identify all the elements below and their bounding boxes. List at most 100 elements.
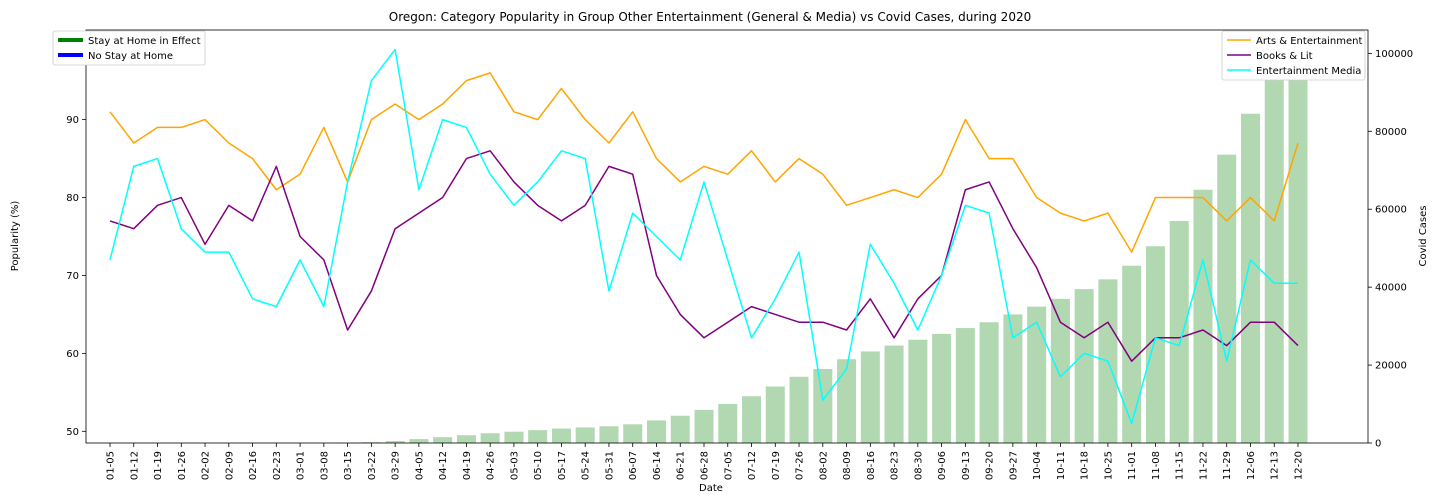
x-axis: 01-05 01-12 01-19 01-26 02-02 02-09 02-16 02-23…	[106, 443, 1305, 480]
covid-bar	[908, 339, 928, 443]
legend-label-no-stay-at-home: No Stay at Home	[88, 51, 173, 62]
y-tick-label: 80	[66, 193, 79, 204]
x-tick-label: 04-12	[438, 451, 449, 480]
covid-bar	[433, 437, 453, 443]
x-tick-label: 02-23	[272, 451, 283, 480]
x-tick-label: 03-22	[367, 451, 378, 480]
x-tick-label: 05-31	[604, 451, 615, 480]
legend-label-books: Books & Lit	[1256, 51, 1313, 62]
x-tick-label: 02-16	[248, 451, 259, 480]
covid-bar	[718, 404, 738, 443]
chart-title: Oregon: Category Popularity in Group Oth…	[389, 10, 1031, 24]
legend-box	[52, 30, 206, 66]
y2-axis-label: Covid Cases	[1418, 205, 1429, 266]
x-tick-label: 04-26	[486, 451, 497, 480]
covid-bar	[504, 431, 524, 443]
covid-bar	[1145, 246, 1165, 443]
x-tick-label: 06-14	[652, 451, 663, 480]
covid-bar	[409, 439, 429, 443]
covid-bar	[1240, 113, 1260, 444]
legend-box	[1221, 30, 1366, 81]
series-line-2	[109, 48, 1298, 425]
y-tick-label: 90	[66, 115, 79, 126]
covid-bar	[1050, 298, 1070, 443]
x-tick-label: 01-05	[106, 451, 117, 480]
x-tick-label: 05-10	[533, 451, 544, 480]
covid-bar	[742, 396, 762, 443]
covid-bar	[456, 435, 476, 443]
x-tick-label: 04-05	[414, 451, 425, 480]
covid-bar	[599, 426, 619, 443]
x-tick-label: 12-06	[1246, 451, 1257, 480]
covid-bar	[1288, 43, 1308, 443]
covid-bar	[860, 351, 880, 443]
x-tick-label: 08-09	[842, 451, 853, 480]
y-tick-label: 50	[66, 427, 79, 438]
covid-bar	[1122, 265, 1142, 443]
covid-bar	[884, 345, 904, 443]
covid-bar	[1264, 78, 1284, 443]
x-tick-label: 10-25	[1103, 451, 1114, 480]
x-tick-label: 09-06	[937, 451, 948, 480]
x-tick-label: 11-22	[1198, 451, 1209, 480]
covid-bar	[813, 368, 833, 443]
x-tick-label: 11-08	[1151, 451, 1162, 480]
x-tick-label: 02-09	[224, 451, 235, 480]
covid-bar	[623, 424, 643, 443]
series-line-1	[109, 150, 1299, 362]
covid-bar	[932, 333, 952, 443]
y2-tick-label: 20000	[1375, 361, 1407, 372]
covid-bar	[955, 328, 975, 443]
legend-label-entertainment-media: Entertainment Media	[1256, 66, 1361, 77]
x-tick-label: 10-18	[1080, 451, 1091, 480]
x-tick-label: 10-04	[1032, 451, 1043, 480]
series-line-0	[109, 72, 1299, 253]
x-tick-label: 12-20	[1294, 451, 1305, 480]
covid-bar	[979, 322, 999, 443]
x-tick-label: 04-19	[462, 451, 473, 480]
x-tick-label: 08-30	[913, 451, 924, 480]
x-tick-label: 01-19	[153, 451, 164, 480]
x-tick-label: 07-26	[795, 451, 806, 480]
x-tick-label: 09-20	[985, 451, 996, 480]
x-tick-label: 08-16	[866, 451, 877, 480]
covid-bar	[480, 433, 500, 443]
y-axis-left: 5060708090100	[60, 37, 86, 438]
x-tick-label: 09-13	[961, 451, 972, 480]
plot-frame	[85, 29, 1369, 444]
x-tick-label: 11-01	[1127, 451, 1138, 480]
x-tick-label: 03-01	[296, 451, 307, 480]
y-axis-right: 0 20000 40000 60000 80000 100000	[1368, 49, 1413, 450]
covid-bar	[575, 427, 595, 443]
covid-bar	[528, 430, 548, 443]
covid-bar	[1027, 306, 1047, 443]
x-tick-label: 07-12	[747, 451, 758, 480]
x-tick-label: 11-29	[1222, 451, 1233, 480]
covid-bar	[1217, 154, 1237, 443]
covid-bar	[551, 428, 571, 443]
x-tick-label: 12-13	[1270, 451, 1281, 480]
x-tick-label: 06-28	[700, 451, 711, 480]
covid-bar	[646, 420, 666, 443]
x-tick-label: 08-23	[890, 451, 901, 480]
x-tick-label: 09-27	[1008, 451, 1019, 480]
covid-bar	[837, 359, 857, 443]
x-tick-label: 05-17	[557, 451, 568, 480]
covid-bar	[670, 415, 690, 443]
covid-bar	[1193, 189, 1213, 443]
x-tick-label: 03-15	[343, 451, 354, 480]
covid-bar	[1074, 289, 1094, 443]
y-tick-label: 60	[66, 349, 79, 360]
x-tick-label: 10-11	[1056, 451, 1067, 480]
y-axis-label: Popularity (%)	[10, 201, 21, 272]
y2-tick-label: 100000	[1375, 49, 1413, 60]
legend-stay-at-home: Stay at Home in Effect No Stay at Home	[52, 30, 206, 66]
x-tick-label: 08-02	[818, 451, 829, 480]
covid-bar	[765, 386, 785, 443]
x-tick-label: 07-19	[771, 451, 782, 480]
bar-group	[338, 43, 1308, 444]
x-tick-label: 01-12	[129, 451, 140, 480]
covid-bar	[694, 409, 714, 443]
x-tick-label: 11-15	[1175, 451, 1186, 480]
